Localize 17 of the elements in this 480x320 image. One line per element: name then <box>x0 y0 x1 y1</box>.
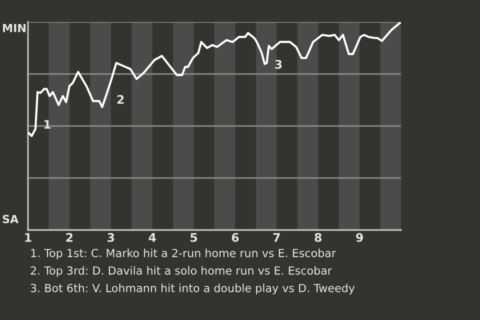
annotation: 1 <box>44 120 50 129</box>
text: 2. Top 3rd: D. Davila hit a solo home run vs E. Escobar <box>30 266 332 277</box>
x-tick-label: 5 <box>190 233 198 242</box>
x-tick-label: 2 <box>66 232 73 242</box>
text: SA <box>2 214 19 224</box>
x-tick-label: 7 <box>273 233 280 242</box>
x-tick-label: 3 <box>108 232 114 242</box>
x-tick-label: 9 <box>356 232 363 242</box>
annotation: 3 <box>275 60 282 69</box>
text: MIN <box>3 24 26 32</box>
text: 1. Top 1st: C. Marko hit a 2-run home run vs E. Escobar <box>31 248 336 260</box>
text: 3. Bot 6th: V. Lohmann hit into a double play vs D. Tweedy <box>30 284 355 294</box>
x-tick-label: 4 <box>148 233 156 242</box>
x-tick-label: 1 <box>25 233 32 242</box>
x-tick-label: 6 <box>232 232 239 242</box>
x-tick-label: 8 <box>314 232 322 242</box>
annotation: 2 <box>117 95 124 104</box>
